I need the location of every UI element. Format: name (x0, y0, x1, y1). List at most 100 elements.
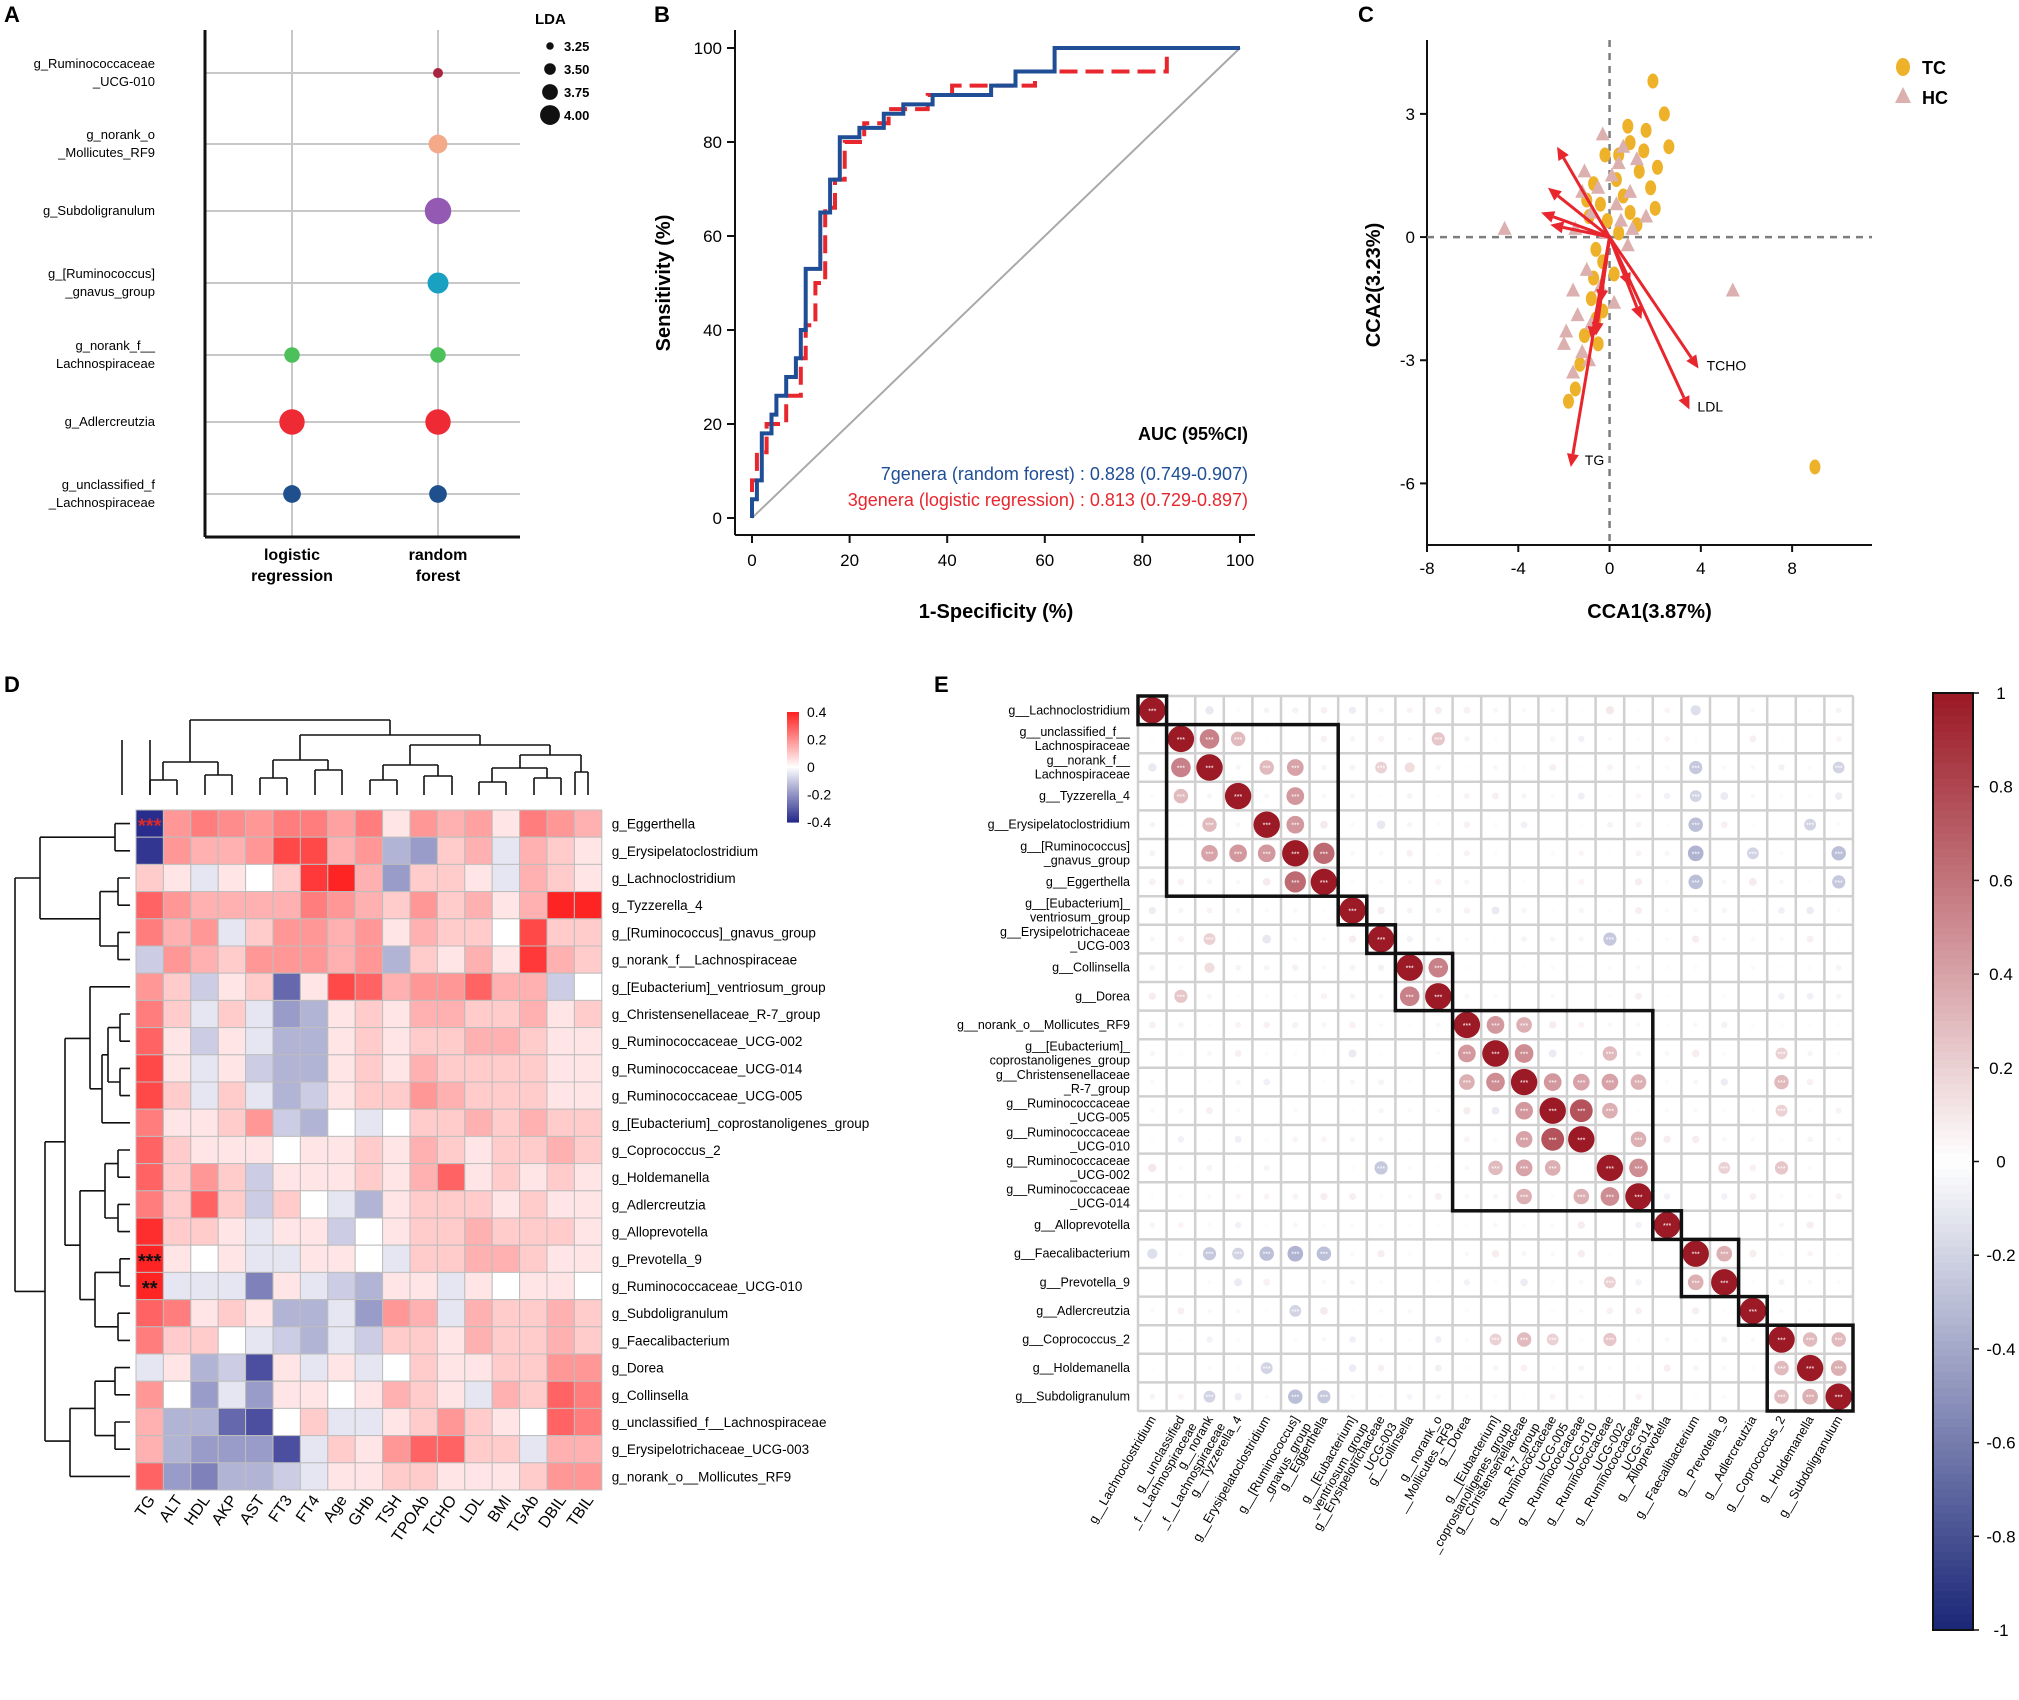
heatmap-cell (299, 1190, 329, 1219)
heatmap-cell (272, 1326, 301, 1355)
heatmap-cell (409, 1380, 438, 1409)
correlation-circle (1407, 1365, 1412, 1371)
colorbar-segment (1933, 825, 1973, 835)
colorbar-segment (1933, 1458, 1973, 1467)
colorbar-segment (1933, 1192, 1973, 1202)
heatmap-cell (245, 1299, 274, 1328)
correlation-circle (1602, 1102, 1618, 1119)
correlation-circle (1521, 879, 1527, 885)
dendrogram-branch (299, 734, 481, 760)
colorbar-segment (1933, 1512, 1973, 1522)
correlation-circle (1832, 875, 1846, 889)
colorbar-segment (1933, 1426, 1973, 1436)
lda-dot (433, 68, 443, 78)
dendrogram-branch (104, 1162, 118, 1219)
tc-sample-point (1651, 159, 1663, 175)
panel-letter-a: A (4, 2, 20, 27)
significance-stars: *** (1520, 1338, 1528, 1345)
correlation-circle (1148, 1021, 1156, 1029)
colorbar-segment (787, 762, 799, 765)
correlation-circle (1749, 735, 1757, 743)
heatmap-cell (327, 1163, 356, 1192)
correlation-circle (1630, 1131, 1647, 1148)
hc-sample-point (1559, 323, 1574, 338)
correlation-circle (1835, 1107, 1842, 1114)
heatmap-cell (135, 1135, 164, 1165)
heatmap-cell (135, 1353, 164, 1382)
correlation-circle (1836, 993, 1842, 999)
correlogram-row-label: g__unclassified_f__ Lachnospiraceae (1020, 725, 1132, 753)
heatmap-cell (162, 809, 192, 838)
dendrogram-branch (69, 1407, 130, 1478)
correlation-circle (1748, 877, 1757, 886)
heatmap-cell (135, 809, 164, 838)
heatmap-cell (354, 1163, 384, 1192)
significance-stars: *** (1606, 1195, 1614, 1202)
significance-stars: *** (138, 1251, 162, 1273)
correlation-circle (1292, 707, 1299, 714)
correlation-circle (1407, 1337, 1412, 1342)
heatmap-cell (272, 1163, 301, 1192)
correlation-circle (1464, 1365, 1470, 1371)
significance-stars: *** (1291, 851, 1299, 858)
heatmap-cell (519, 891, 548, 920)
significance-stars: *** (1777, 1366, 1785, 1373)
y-tick-label: 40 (703, 321, 722, 340)
correlation-circle (1664, 850, 1670, 856)
correlation-circle (1235, 907, 1241, 914)
heatmap-cell (299, 918, 329, 947)
heatmap-cell (272, 1217, 301, 1246)
colorbar-segment (1933, 708, 1973, 718)
correlation-circle (1635, 793, 1642, 799)
colorbar-tick-label: 1 (1996, 684, 2005, 703)
correlation-circle (1692, 1135, 1700, 1143)
model-label: random forest (409, 547, 468, 585)
correlation-circle (1779, 793, 1784, 799)
correlation-circle (1350, 1165, 1355, 1171)
heatmap-cell (299, 1027, 329, 1056)
significance-stars: *** (1577, 1195, 1585, 1202)
heatmap-cell (245, 1135, 274, 1165)
correlation-circle (1630, 1074, 1647, 1090)
heatmap-cell (162, 1217, 192, 1246)
correlation-circle (1204, 962, 1215, 973)
tc-sample-point (1622, 118, 1634, 134)
correlation-circle (1321, 1108, 1327, 1113)
dendrogram-branch (39, 836, 115, 920)
correlation-circle (1378, 1108, 1384, 1114)
correlation-circle (1464, 936, 1470, 942)
heatmap-cell (436, 1217, 466, 1246)
colorbar-segment (1933, 1364, 1973, 1374)
colorbar-segment (787, 774, 799, 777)
correlation-circle (1825, 1383, 1852, 1410)
correlation-circle (1436, 822, 1441, 827)
correlation-circle (1664, 707, 1670, 714)
heatmap-cell (327, 999, 356, 1029)
heatmap-cell (217, 1462, 247, 1491)
correlation-circle (1722, 1108, 1727, 1113)
correlation-circle (1404, 762, 1415, 773)
colorbar-segment (1933, 896, 1973, 905)
heatmap-cell (436, 1380, 466, 1409)
tc-sample-point (1590, 241, 1602, 257)
heatmap-cell (382, 1353, 411, 1382)
correlation-circle (1514, 1044, 1534, 1063)
heatmap-cell (135, 972, 164, 1001)
heatmap-cell (299, 1299, 329, 1328)
significance-stars: *** (1692, 823, 1700, 830)
heatmap-cell (245, 1190, 274, 1219)
correlation-circle (1464, 1222, 1470, 1228)
heatmap-cell (491, 1462, 521, 1491)
correlation-circle (1778, 764, 1785, 771)
heatmap-cell (546, 945, 575, 974)
tc-sample-point (1645, 180, 1657, 196)
significance-stars: *** (1692, 766, 1700, 773)
heatmap-cell (327, 1271, 356, 1301)
correlation-circle (1603, 932, 1617, 946)
correlation-circle (1349, 964, 1356, 971)
significance-stars: *** (1520, 1080, 1528, 1087)
correlation-circle (1149, 1050, 1155, 1057)
correlation-circle (1836, 1051, 1841, 1056)
heatmap-cell (327, 891, 356, 920)
